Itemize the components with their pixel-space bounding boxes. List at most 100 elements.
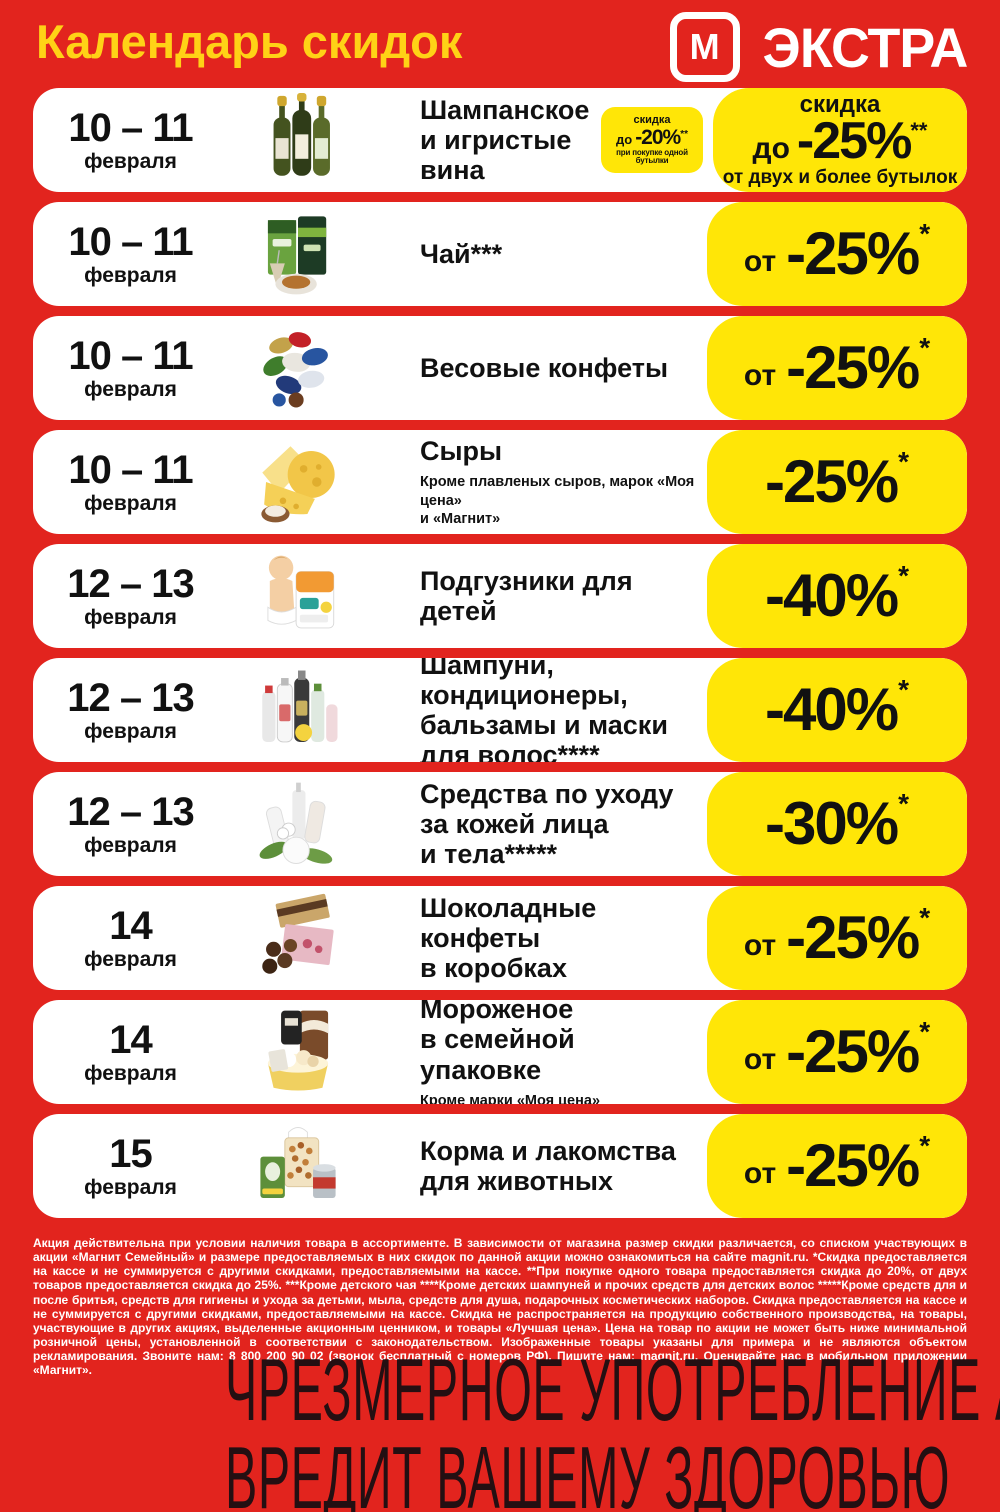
alcohol-warning-line1: ЧРЕЗМЕРНОЕ УПОТРЕБЛЕНИЕ АЛКОГОЛЯ (225, 1340, 1000, 1439)
product-title: Шоколадные конфеты в коробках (420, 892, 597, 984)
promo-row: 14 февраля Шоколадные конфеты в коробках… (33, 886, 967, 990)
brand-name: ЭКСТРА (762, 15, 968, 79)
date-month: февраля (84, 834, 177, 857)
product-info: Подгузники для детей (368, 566, 707, 626)
product-note: Кроме марки «Моя цена» (420, 1092, 601, 1104)
discount-badge: от -25% * (707, 202, 967, 306)
product-title: Мороженое в семейной упаковке (420, 1000, 575, 1085)
badge-asterisk: * (898, 674, 909, 705)
date-range: 12 – 13 (67, 676, 194, 720)
badge-percent: -30% (765, 790, 899, 857)
date-range: 14 (109, 1018, 153, 1062)
product-image-wrapped-candies (228, 320, 368, 416)
product-image-pet-food (228, 1118, 368, 1214)
date-block: 12 – 13 февраля (33, 564, 228, 628)
badge-pre: от (743, 929, 777, 962)
product-title: Подгузники для детей (420, 565, 633, 626)
badge-percent: -25% (796, 111, 912, 170)
product-title: Чай*** (420, 238, 503, 269)
product-image-shampoo-bottles (228, 662, 368, 758)
badge-asterisk: * (898, 788, 909, 819)
date-month: февраля (84, 720, 177, 743)
badge-pre: от (743, 359, 777, 392)
mini-badge-condition: при покупке одной бутылки (616, 147, 688, 165)
product-image-cheese-wedges (228, 434, 368, 530)
discount-badge: -25% * (707, 430, 967, 534)
discount-badge: от -25% * (707, 316, 967, 420)
badge-asterisk: * (898, 446, 909, 477)
product-image-skincare-products (228, 776, 368, 872)
product-image-ice-cream-tub (228, 1004, 368, 1100)
badge-pre: от (743, 1157, 777, 1190)
product-info: Средства по уходу за кожей лица и тела**… (368, 779, 707, 870)
legal-disclaimer: Акция действительна при условии наличия … (33, 1236, 967, 1378)
product-info: Сыры Кроме плавленых сыров, марок «Моя ц… (368, 436, 707, 528)
date-block: 10 – 11 февраля (33, 336, 228, 400)
badge-asterisk: * (919, 1016, 931, 1047)
badge-pre: от (743, 1043, 777, 1076)
promo-row: 14 февраля Мороженое в семейной упаковке… (33, 1000, 967, 1104)
discount-badge: -40% * (707, 658, 967, 762)
date-range: 14 (109, 904, 153, 948)
date-block: 14 февраля (33, 1020, 228, 1084)
mini-badge-asterisk: ** (680, 128, 689, 140)
promo-row: 10 – 11 февраля Весовые конфеты (33, 316, 967, 420)
page-title: Календарь скидок (36, 15, 463, 68)
discount-badge: от -25% * (707, 1114, 967, 1218)
badge-asterisk: * (919, 902, 931, 933)
product-info: Шампанское и игристые вина (368, 95, 601, 186)
date-block: 15 февраля (33, 1134, 228, 1198)
promo-row: 12 – 13 февраля Средства по уходу за кож… (33, 772, 967, 876)
product-image-baby-diapers (228, 548, 368, 644)
badge-asterisk: * (919, 332, 931, 363)
badge-pre: от (743, 245, 777, 278)
product-info: Шоколадные конфеты в коробках (368, 893, 707, 984)
date-month: февраля (84, 1062, 177, 1085)
promo-row: 12 – 13 февраля Подгузники для детей -4 (33, 544, 967, 648)
badge-percent: -40% (765, 562, 899, 629)
discount-badge: -40% * (707, 544, 967, 648)
date-block: 12 – 13 февраля (33, 678, 228, 742)
promo-row: 10 – 11 февраля Сыры Кроме плавленых сыр… (33, 430, 967, 534)
mini-badge-percent: -20% (635, 125, 681, 149)
badge-percent: -25% (786, 334, 920, 401)
promo-row: 12 – 13 февраля Шампуни, кондиционеры, б… (33, 658, 967, 762)
product-image-tea-boxes (228, 206, 368, 302)
mini-badge-label: скидка (633, 113, 671, 126)
badge-percent: -25% (786, 220, 920, 287)
product-image-chocolate-box (228, 890, 368, 986)
date-month: февраля (84, 948, 177, 971)
discount-badge: от -25% * (707, 1000, 967, 1104)
badge-percent: -25% (786, 1132, 920, 1199)
alcohol-warning-line2: ВРЕДИТ ВАШЕМУ ЗДОРОВЬЮ (225, 1428, 951, 1512)
badge-percent: -25% (786, 1018, 920, 1085)
badge-asterisk: ** (910, 117, 928, 143)
product-image-champagne-bottles (228, 92, 368, 188)
date-range: 10 – 11 (68, 106, 193, 150)
date-range: 12 – 13 (67, 790, 194, 834)
promo-row: 10 – 11 февраля Шампанское и игристые ви… (33, 88, 967, 192)
alcohol-warning: ЧРЕЗМЕРНОЕ УПОТРЕБЛЕНИЕ АЛКОГОЛЯ ВРЕДИТ … (0, 1346, 1000, 1512)
promo-row: 10 – 11 февраля Чай*** от -25% * (33, 202, 967, 306)
product-info: Шампуни, кондиционеры, бальзамы и маски … (368, 658, 707, 762)
mini-badge-pre: до (615, 131, 633, 147)
badge-percent: -25% (765, 448, 899, 515)
badge-asterisk: * (919, 1130, 931, 1161)
product-title: Шампанское и игристые вина (420, 94, 590, 186)
product-title: Корма и лакомства для животных (420, 1135, 676, 1196)
date-block: 10 – 11 февраля (33, 450, 228, 514)
date-month: февраля (84, 492, 177, 515)
discount-badge: от -25% * (707, 886, 967, 990)
date-month: февраля (84, 264, 177, 287)
badge-condition: от двух и более бутылок (722, 167, 958, 189)
product-info: Корма и лакомства для животных (368, 1136, 707, 1196)
badge-asterisk: * (898, 560, 909, 591)
date-range: 12 – 13 (67, 562, 194, 606)
product-info: Весовые конфеты (368, 353, 707, 383)
date-range: 10 – 11 (68, 448, 193, 492)
discount-badge: -30% * (707, 772, 967, 876)
product-title: Сыры (420, 436, 503, 467)
product-title: Шампуни, кондиционеры, бальзамы и маски … (420, 658, 668, 762)
date-block: 10 – 11 февраля (33, 222, 228, 286)
